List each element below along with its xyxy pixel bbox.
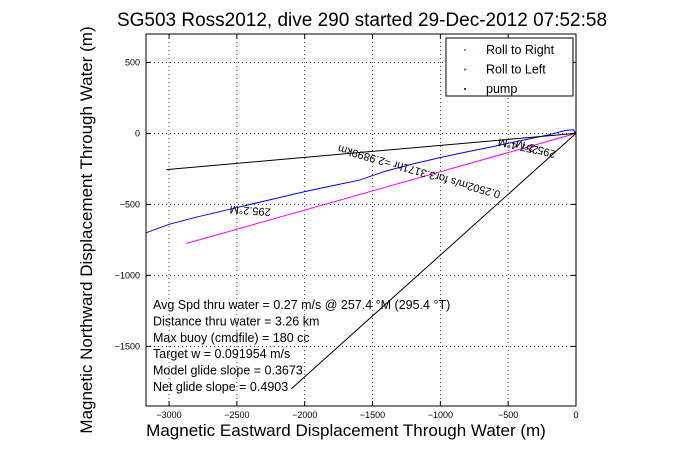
chart-title: SG503 Ross2012, dive 290 started 29-Dec-… xyxy=(117,10,607,31)
series-line-3 xyxy=(290,133,577,390)
x-tick-label: −500 xyxy=(498,410,518,420)
legend-label: pump xyxy=(486,82,517,96)
ticks: −3000 −2500 −2000 −1500 −1000 −500 0 −1500 −1000… xyxy=(115,34,579,420)
y-tick-label: −1500 xyxy=(115,341,140,351)
x-tick-label: −2000 xyxy=(292,410,317,420)
legend-marker xyxy=(464,88,466,90)
x-axis-label: Magnetic Eastward Displacement Through W… xyxy=(146,421,546,440)
stats-text: Avg Spd thru water = 0.27 m/s @ 257.4 °M… xyxy=(153,298,450,394)
stats-line: Target w = 0.091954 m/s xyxy=(153,347,290,361)
stats-line: Max buoy (cmdfile) = 180 cc xyxy=(153,331,310,345)
legend-marker xyxy=(464,68,466,71)
legend-label: Roll to Left xyxy=(486,63,546,77)
axes-box xyxy=(145,33,577,407)
x-tick-label: −1000 xyxy=(428,410,453,420)
y-tick-label: −500 xyxy=(120,199,140,209)
legend: Roll to Right Roll to Left pump xyxy=(445,37,574,97)
series-line-2 xyxy=(166,132,577,171)
x-tick-label: 0 xyxy=(573,410,578,420)
series-line-0 xyxy=(145,129,577,234)
y-axis-label: Magnetic Northward Displacement Through … xyxy=(77,26,96,433)
series-line-1 xyxy=(186,132,577,244)
track-annotation: 295.2°M xyxy=(229,203,271,218)
legend-label: Roll to Right xyxy=(486,43,555,57)
x-tick-label: −1500 xyxy=(360,410,385,420)
y-tick-label: 500 xyxy=(125,57,140,67)
y-tick-label: −1000 xyxy=(115,270,140,280)
x-tick-label: −2500 xyxy=(224,410,249,420)
stats-line: Distance thru water = 3.26 km xyxy=(153,314,319,328)
stats-line: Model glide slope = 0.3673 xyxy=(153,364,303,378)
x-tick-label: −3000 xyxy=(156,410,181,420)
legend-marker xyxy=(464,49,466,51)
legend-box xyxy=(445,37,574,97)
y-tick-label: 0 xyxy=(135,128,140,138)
stats-line: Net glide slope = 0.4903 xyxy=(153,380,288,394)
stats-line: Avg Spd thru water = 0.27 m/s @ 257.4 °M… xyxy=(153,298,450,312)
series-group xyxy=(145,129,577,390)
